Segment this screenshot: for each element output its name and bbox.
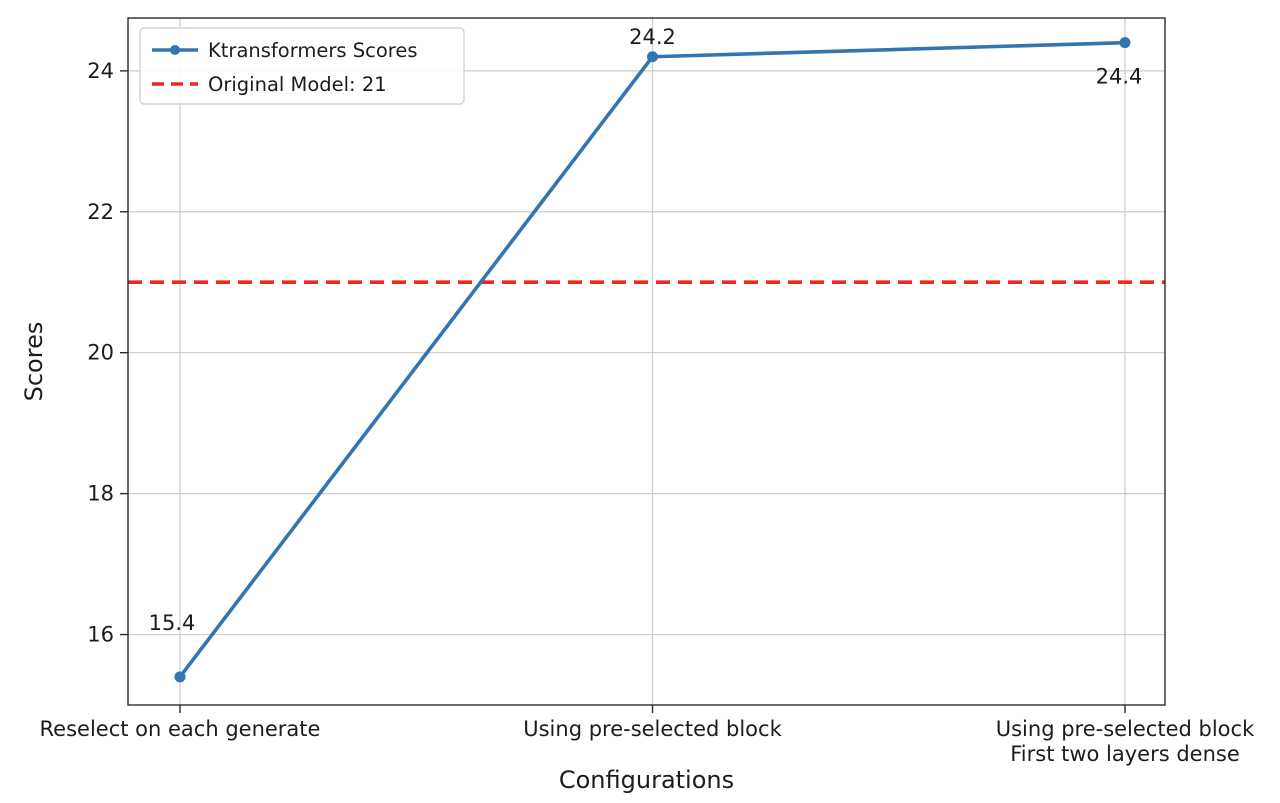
legend-label-reference: Original Model: 21: [208, 73, 387, 96]
x-tick-label: Using pre-selected block: [523, 717, 782, 741]
point-label: 15.4: [149, 611, 196, 635]
y-tick-label: 18: [87, 482, 114, 506]
x-tick-label: Reselect on each generate: [40, 717, 321, 741]
point-label: 24.2: [629, 25, 676, 49]
legend: Ktransformers Scores Original Model: 21: [139, 27, 465, 105]
x-tick-label: First two layers dense: [1010, 742, 1240, 766]
y-tick-label: 20: [87, 341, 114, 365]
legend-label-series: Ktransformers Scores: [208, 39, 418, 62]
data-point-marker: [1119, 37, 1131, 49]
y-axis-title: Scores: [20, 322, 48, 402]
y-axis: 16 18 20 22 24: [87, 59, 128, 647]
x-axis: Reselect on each generate Using pre-selec…: [40, 705, 1255, 766]
data-point-marker: [174, 671, 186, 683]
point-label: 24.4: [1096, 65, 1143, 89]
y-tick-label: 16: [87, 623, 114, 647]
plot-border: [127, 17, 1166, 706]
legend-marker-sample: [170, 45, 180, 55]
legend-box: [139, 27, 465, 105]
data-point-marker: [647, 51, 658, 63]
y-tick-label: 24: [87, 59, 114, 83]
x-tick-label: Using pre-selected block: [996, 717, 1255, 741]
y-tick-label: 22: [87, 200, 114, 224]
x-axis-title: Configurations: [559, 766, 734, 794]
